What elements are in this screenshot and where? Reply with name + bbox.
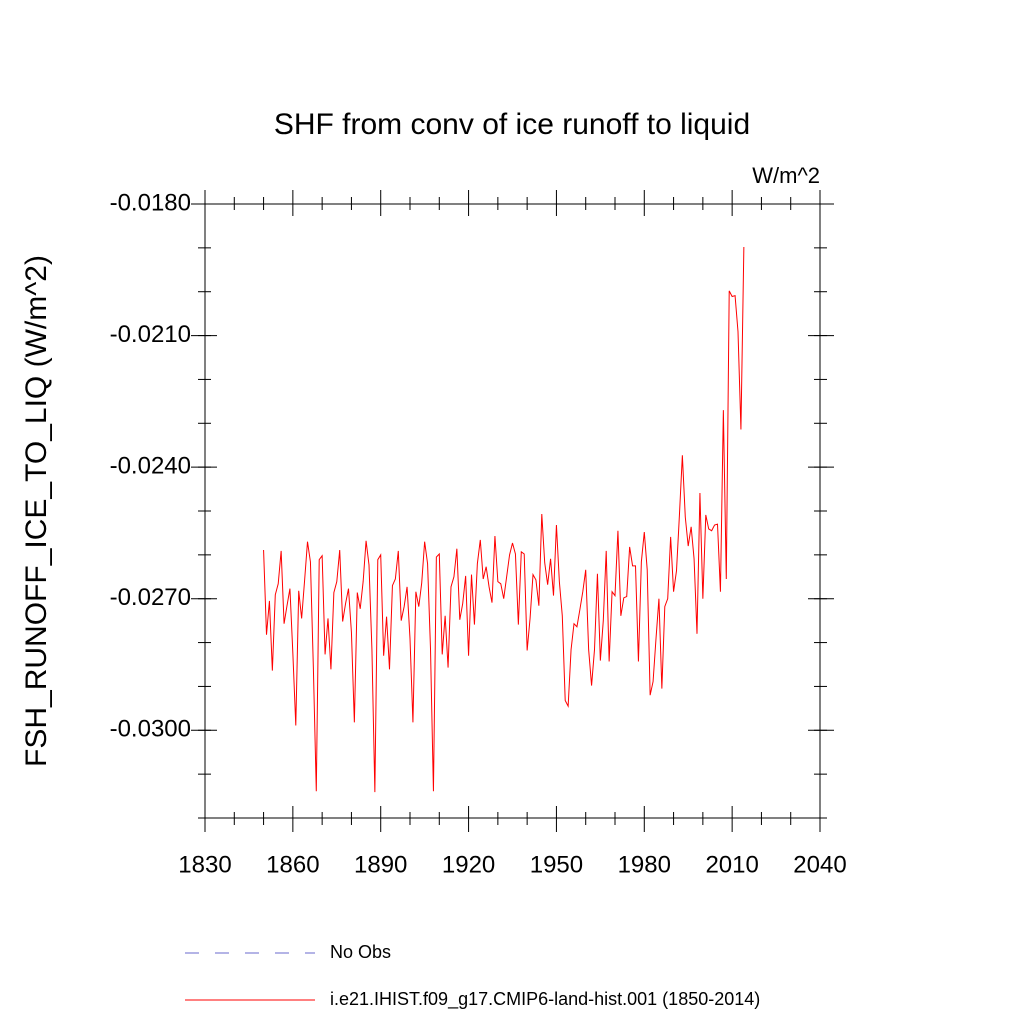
x-tick-label: 2040 (793, 851, 846, 878)
y-tick-label: -0.0240 (110, 452, 191, 479)
x-tick-label: 1860 (266, 851, 319, 878)
legend-label: No Obs (330, 942, 391, 962)
plot-frame (204, 203, 821, 819)
legend-label: i.e21.IHIST.f09_g17.CMIP6-land-hist.001 … (330, 989, 760, 1010)
x-tick-label: 1950 (530, 851, 583, 878)
y-tick-label: -0.0300 (110, 716, 191, 743)
x-tick-label: 1890 (354, 851, 407, 878)
y-tick-label: -0.0210 (110, 321, 191, 348)
y-tick-label: -0.0270 (110, 584, 191, 611)
chart-title: SHF from conv of ice runoff to liquid (274, 108, 750, 141)
x-tick-label: 1980 (618, 851, 671, 878)
y-axis-label: FSH_RUNOFF_ICE_TO_LIQ (W/m^2) (20, 255, 53, 767)
x-tick-label: 1830 (178, 851, 231, 878)
x-tick-label: 2010 (705, 851, 758, 878)
y-tick-label: -0.0180 (110, 189, 191, 216)
data-line (263, 246, 745, 793)
x-tick-label: 1920 (442, 851, 495, 878)
chart-subtitle: W/m^2 (752, 163, 820, 188)
